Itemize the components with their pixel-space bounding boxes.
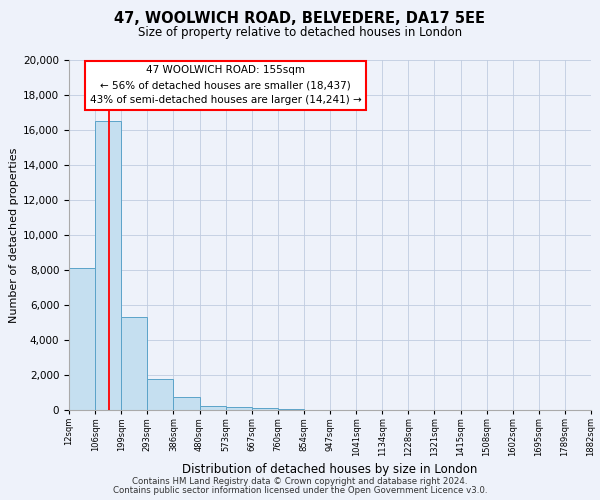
Text: 47, WOOLWICH ROAD, BELVEDERE, DA17 5EE: 47, WOOLWICH ROAD, BELVEDERE, DA17 5EE <box>115 11 485 26</box>
Text: 47 WOOLWICH ROAD: 155sqm
← 56% of detached houses are smaller (18,437)
43% of se: 47 WOOLWICH ROAD: 155sqm ← 56% of detach… <box>90 66 361 105</box>
Y-axis label: Number of detached properties: Number of detached properties <box>9 148 19 322</box>
Bar <box>95 122 121 410</box>
Bar <box>173 397 199 410</box>
Bar <box>278 409 304 410</box>
Bar <box>252 408 278 410</box>
X-axis label: Distribution of detached houses by size in London: Distribution of detached houses by size … <box>182 463 478 476</box>
Text: Contains HM Land Registry data © Crown copyright and database right 2024.: Contains HM Land Registry data © Crown c… <box>132 477 468 486</box>
Text: Size of property relative to detached houses in London: Size of property relative to detached ho… <box>138 26 462 39</box>
Bar <box>199 406 226 410</box>
Bar <box>69 268 95 410</box>
Bar <box>226 408 252 410</box>
Text: Contains public sector information licensed under the Open Government Licence v3: Contains public sector information licen… <box>113 486 487 495</box>
Bar <box>148 380 173 410</box>
Bar <box>121 318 148 410</box>
